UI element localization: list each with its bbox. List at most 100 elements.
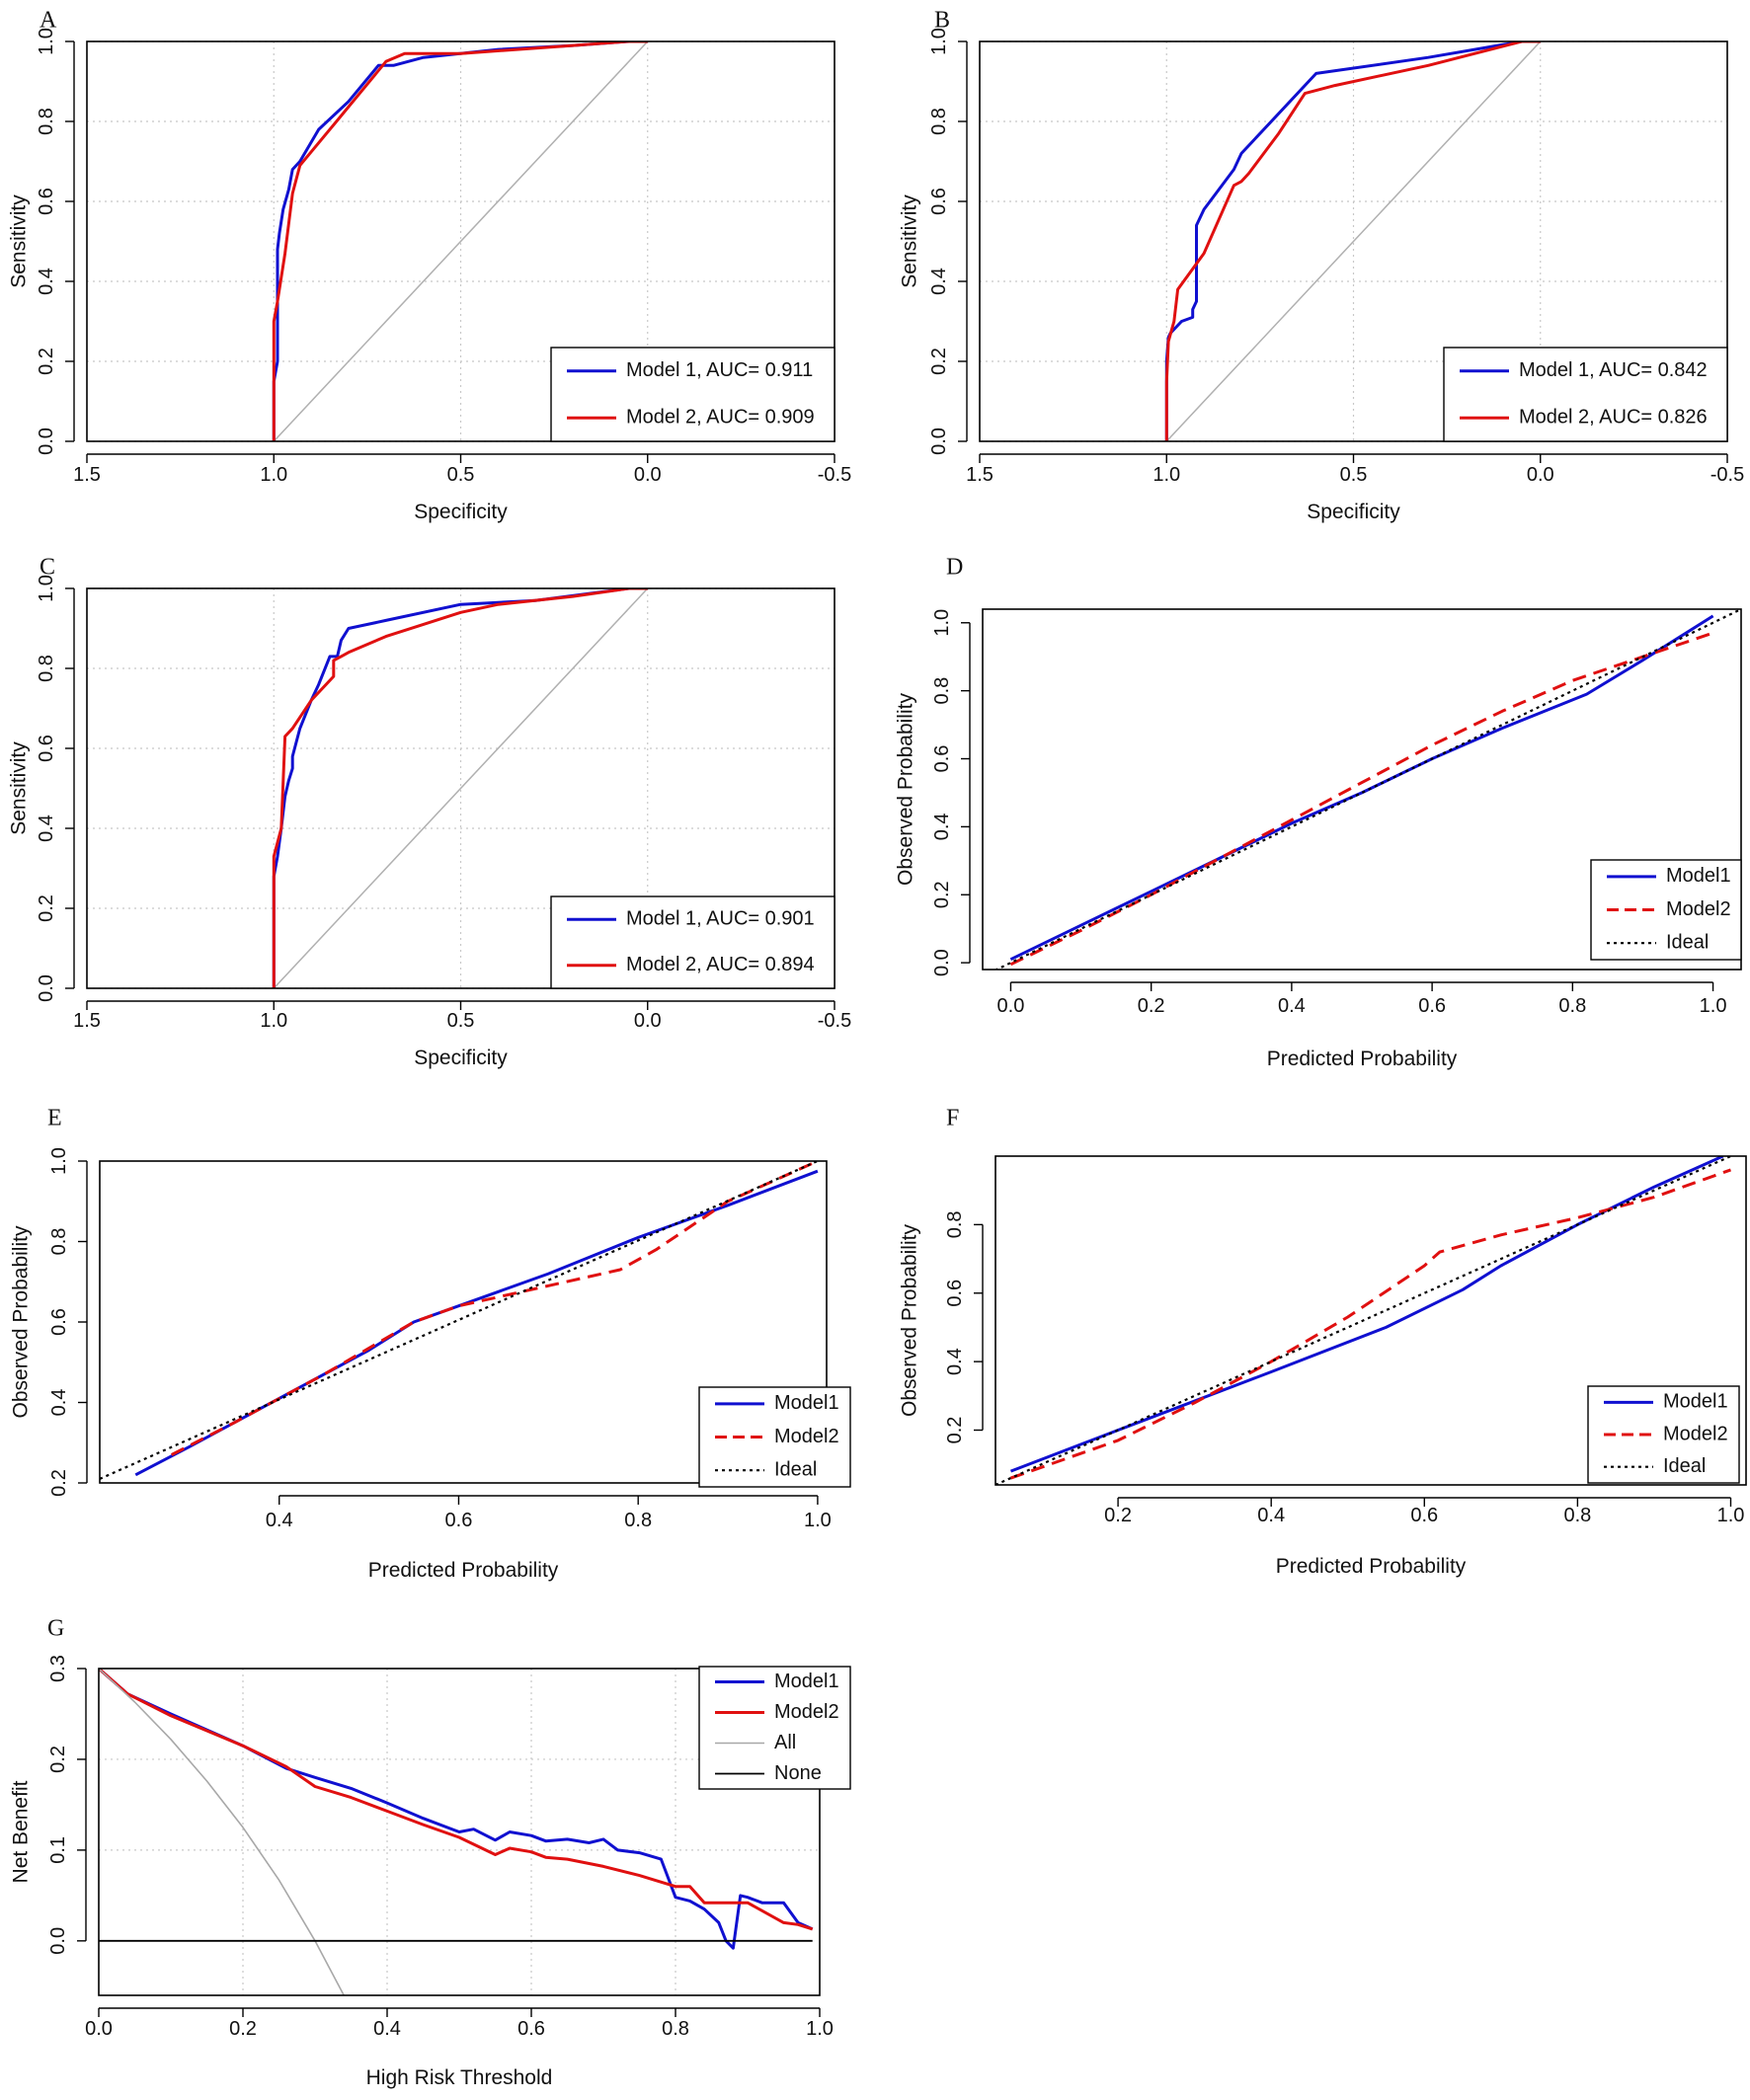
x-tick-label: 0.0 [997, 995, 1025, 1017]
y-tick-label: 1.0 [36, 575, 57, 602]
y-tick-label: 0.4 [944, 1348, 966, 1375]
y-tick-label: 0.6 [36, 188, 57, 215]
series-line-ideal [994, 609, 1741, 970]
legend-label: All [774, 1732, 796, 1753]
y-tick-label: 0.4 [928, 268, 950, 295]
legend: Model1 Model2 Ideal [1587, 1385, 1740, 1484]
x-tick-label: 0.5 [1340, 464, 1368, 486]
y-tick-label: 0.2 [48, 1469, 70, 1497]
legend: Model 1, AUC= 0.842 Model 2, AUC= 0.826 [1443, 347, 1728, 442]
y-axis-title: Observed Probability [10, 1225, 33, 1418]
series-line-model2 [99, 1669, 814, 1931]
legend-label: Model 2, AUC= 0.894 [626, 954, 815, 975]
x-tick-label: 0.5 [447, 464, 475, 486]
x-axis-title: Specificity [1307, 501, 1400, 523]
series-line-all [99, 1669, 345, 1995]
y-tick-label: 0.6 [931, 745, 953, 773]
x-tick-label: -0.5 [818, 1010, 851, 1032]
x-axis-title: Specificity [414, 501, 508, 523]
x-tick-label: 1.0 [1717, 1505, 1745, 1526]
legend-label: Model1 [1663, 1391, 1728, 1413]
legend: Model 1, AUC= 0.911 Model 2, AUC= 0.909 [550, 347, 835, 442]
series-line-ideal [995, 1156, 1731, 1485]
legend-label: Model1 [774, 1671, 839, 1692]
y-tick-label: 0.4 [36, 268, 57, 295]
y-tick-label: 0.6 [48, 1308, 70, 1336]
legend-box [1443, 347, 1728, 442]
x-tick-label: -0.5 [818, 464, 851, 486]
x-tick-label: 1.0 [260, 464, 287, 486]
series-line-model2 [272, 41, 648, 441]
x-tick-label: 1.5 [73, 464, 101, 486]
y-axis-title: Sensitivity [8, 194, 31, 288]
y-tick-label: 0.0 [928, 428, 950, 455]
x-tick-label: 0.8 [662, 2018, 689, 2040]
legend-label: Model2 [774, 1426, 839, 1447]
x-tick-label: 0.2 [1104, 1505, 1132, 1526]
x-tick-label: 0.0 [1527, 464, 1554, 486]
legend-label: Model 2, AUC= 0.909 [626, 407, 815, 428]
x-tick-label: 0.0 [85, 2018, 113, 2040]
x-axis-title: Predicted Probability [1276, 1555, 1467, 1578]
x-tick-label: 0.2 [229, 2018, 257, 2040]
y-tick-label: 0.3 [47, 1655, 69, 1682]
legend-label: Model 1, AUC= 0.842 [1519, 359, 1708, 381]
legend-label: Model 1, AUC= 0.911 [626, 359, 813, 381]
series-line-model1 [1009, 1156, 1724, 1473]
x-tick-label: 0.4 [1278, 995, 1306, 1017]
panel-B: B 1.5 1.0 0.5 0.0 -0.5 0.0 0.2 0.4 0.6 0.8 1.0 Speci… [899, 8, 1745, 524]
legend-label: Ideal [774, 1458, 817, 1480]
series-line-model1 [99, 1669, 814, 1950]
x-tick-label: -0.5 [1710, 464, 1744, 486]
x-axis-title: High Risk Threshold [366, 2066, 553, 2089]
y-tick-label: 1.0 [36, 28, 57, 55]
y-tick-label: 0.6 [944, 1280, 966, 1307]
y-tick-label: 0.4 [48, 1389, 70, 1417]
panel-label: G [47, 1616, 64, 1642]
x-tick-label: 0.4 [266, 1510, 293, 1531]
y-tick-label: 0.8 [944, 1210, 966, 1238]
panel-A: A 1.5 1.0 0.5 0.0 -0.5 0.0 0.2 0.4 0.6 0.8 1.0 Speci… [8, 8, 852, 524]
y-tick-label: 0.2 [36, 894, 57, 922]
plot-frame [99, 1160, 828, 1484]
y-tick-label: 1.0 [48, 1147, 70, 1175]
legend-box [550, 895, 835, 989]
y-tick-label: 1.0 [931, 609, 953, 637]
legend-label: Model2 [1666, 898, 1731, 920]
y-axis-title: Observed Probability [899, 1224, 921, 1417]
x-tick-label: 1.0 [260, 1010, 287, 1032]
y-tick-label: 0.8 [928, 108, 950, 135]
plot-frame [98, 1668, 821, 1996]
x-tick-label: 1.0 [1153, 464, 1180, 486]
panel-D: D 0.0 0.2 0.4 0.6 0.8 1.0 0.0 0.2 0.4 0.6 0.8 1.0 Pre… [895, 555, 1742, 1070]
legend-label: Ideal [1666, 931, 1709, 953]
y-tick-label: 0.0 [36, 974, 57, 1002]
x-tick-label: 0.2 [1138, 995, 1165, 1017]
panel-label: F [946, 1106, 959, 1131]
legend-label: Model 2, AUC= 0.826 [1519, 407, 1708, 428]
panel-F: F 0.2 0.4 0.6 0.8 1.0 0.2 0.4 0.6 0.8 Predicted Pr… [899, 1106, 1747, 1578]
y-tick-label: 0.0 [36, 428, 57, 455]
legend-box [698, 1666, 851, 1790]
legend-label: Ideal [1663, 1455, 1706, 1477]
panel-label: D [946, 555, 963, 581]
series-line-model2 [1164, 41, 1541, 441]
x-tick-label: 1.5 [73, 1010, 101, 1032]
y-axis-title: Observed Probability [895, 693, 917, 886]
y-tick-label: 0.8 [931, 677, 953, 705]
x-tick-label: 1.0 [1700, 995, 1727, 1017]
y-tick-label: 0.2 [931, 881, 953, 908]
legend: Model1 Model2 Ideal [698, 1386, 851, 1488]
y-tick-label: 0.6 [36, 735, 57, 762]
plot-frame [982, 608, 1742, 971]
y-tick-label: 0.1 [47, 1836, 69, 1864]
reference-diagonal [1165, 41, 1542, 441]
x-tick-label: 0.0 [634, 1010, 662, 1032]
legend: Model 1, AUC= 0.901 Model 2, AUC= 0.894 [550, 895, 835, 989]
legend: Model1 Model2 Ideal [1590, 859, 1742, 961]
x-axis-title: Predicted Probability [368, 1559, 559, 1582]
panel-label: C [40, 555, 55, 581]
x-tick-label: 1.5 [966, 464, 994, 486]
x-tick-label: 0.4 [1257, 1505, 1285, 1526]
